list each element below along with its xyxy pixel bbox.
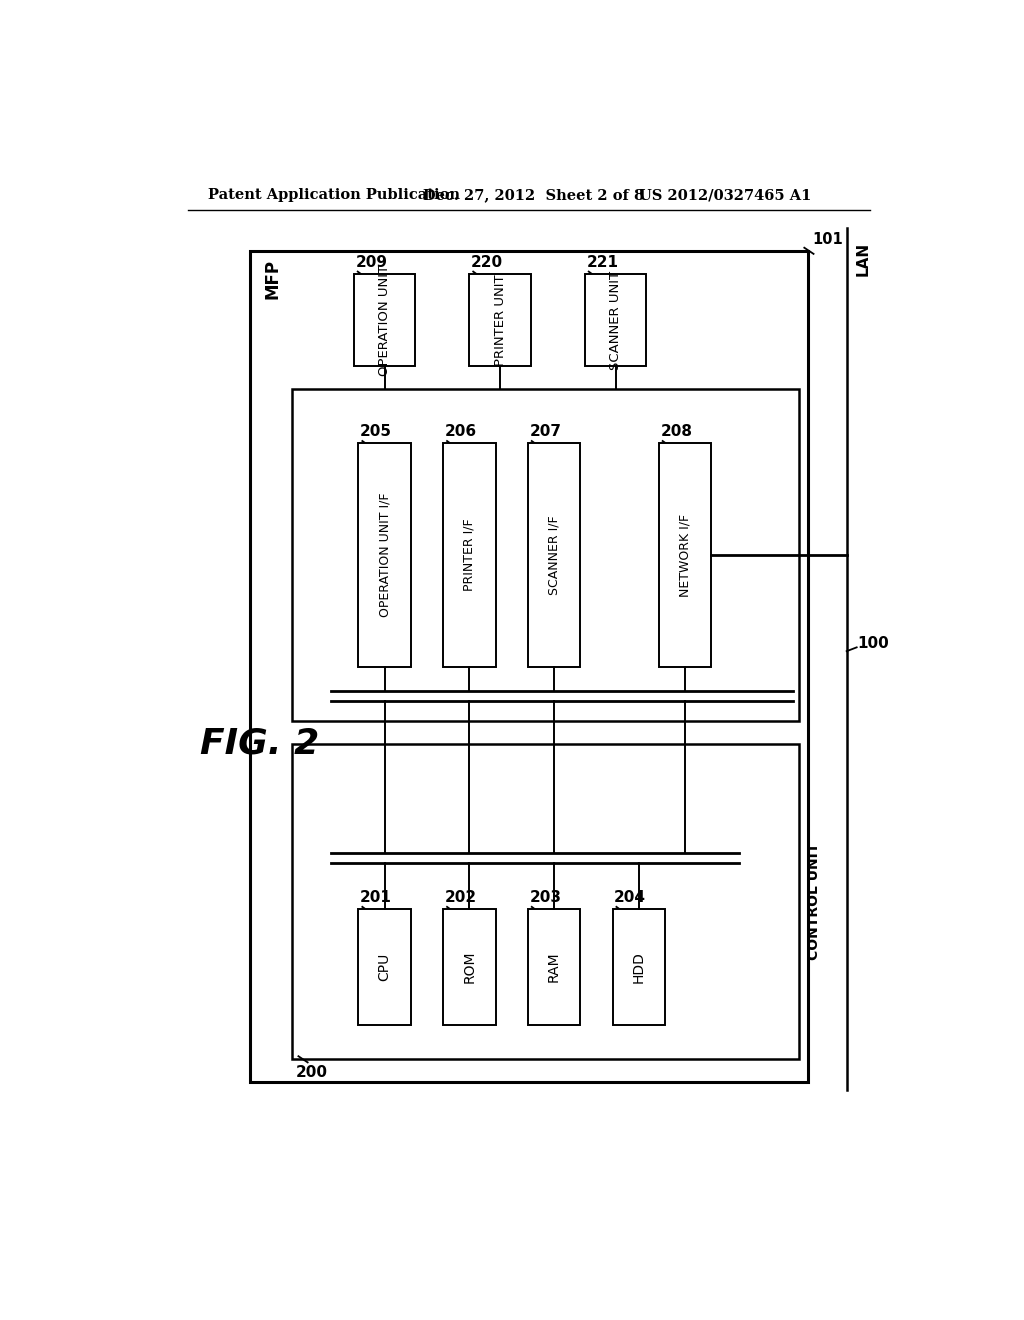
Text: MFP: MFP xyxy=(264,259,282,298)
Bar xyxy=(292,743,799,1059)
Text: 202: 202 xyxy=(444,890,477,906)
Text: RAM: RAM xyxy=(547,952,561,982)
Text: 208: 208 xyxy=(660,425,692,440)
Text: 203: 203 xyxy=(529,890,561,906)
Bar xyxy=(250,251,808,1082)
Text: SCANNER I/F: SCANNER I/F xyxy=(548,515,560,595)
Text: FIG. 2: FIG. 2 xyxy=(200,726,319,760)
Text: 220: 220 xyxy=(471,255,503,271)
Bar xyxy=(658,444,711,667)
Text: Patent Application Publication: Patent Application Publication xyxy=(208,189,460,202)
Text: ROM: ROM xyxy=(463,950,476,983)
Text: CONTROL UNIT: CONTROL UNIT xyxy=(807,842,820,960)
Text: 201: 201 xyxy=(360,890,392,906)
Bar xyxy=(469,275,531,367)
Text: LAN: LAN xyxy=(856,242,870,276)
Text: CPU: CPU xyxy=(378,953,391,981)
Text: OPERATION UNIT: OPERATION UNIT xyxy=(378,264,391,376)
Text: 209: 209 xyxy=(355,255,387,271)
Text: 100: 100 xyxy=(857,636,889,651)
Bar xyxy=(292,389,799,721)
Text: SCANNER UNIT: SCANNER UNIT xyxy=(609,271,623,370)
Text: PRINTER I/F: PRINTER I/F xyxy=(463,519,476,591)
Bar xyxy=(354,275,416,367)
Text: 205: 205 xyxy=(360,425,392,440)
Text: OPERATION UNIT I/F: OPERATION UNIT I/F xyxy=(378,492,391,618)
Bar xyxy=(443,444,496,667)
Text: HDD: HDD xyxy=(632,950,646,983)
Text: 206: 206 xyxy=(444,425,477,440)
Bar xyxy=(358,444,411,667)
Text: US 2012/0327465 A1: US 2012/0327465 A1 xyxy=(639,189,811,202)
Text: 204: 204 xyxy=(614,890,646,906)
Text: 101: 101 xyxy=(812,232,843,247)
Bar xyxy=(585,275,646,367)
Text: PRINTER UNIT: PRINTER UNIT xyxy=(494,275,507,366)
Bar xyxy=(358,909,411,1024)
Bar xyxy=(612,909,665,1024)
Text: 221: 221 xyxy=(587,255,618,271)
Bar xyxy=(528,909,581,1024)
Bar xyxy=(443,909,496,1024)
Text: Dec. 27, 2012  Sheet 2 of 8: Dec. 27, 2012 Sheet 2 of 8 xyxy=(423,189,644,202)
Bar xyxy=(528,444,581,667)
Text: 200: 200 xyxy=(296,1065,328,1081)
Text: 207: 207 xyxy=(529,425,561,440)
Text: NETWORK I/F: NETWORK I/F xyxy=(679,513,691,597)
